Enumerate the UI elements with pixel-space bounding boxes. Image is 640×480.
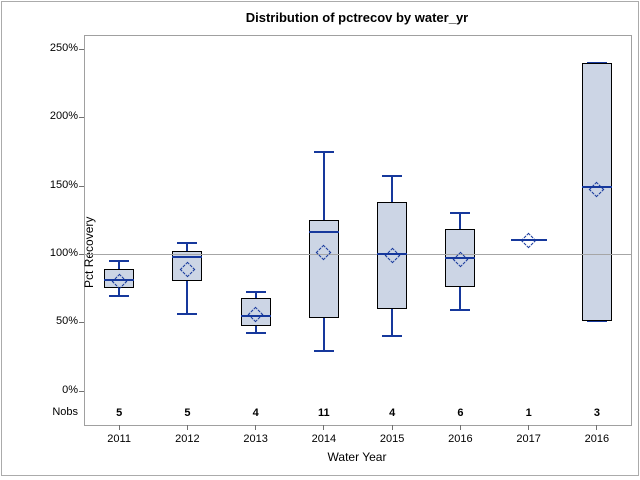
x-category-label: 2016 xyxy=(448,433,473,445)
x-category-label: 2011 xyxy=(107,433,131,445)
x-category-label: 2017 xyxy=(516,433,541,445)
iqr-box-2011 xyxy=(104,269,135,289)
y-tick-label: 50% xyxy=(55,315,78,328)
y-tick-label: 150% xyxy=(49,178,78,191)
max-cap xyxy=(313,150,334,153)
nobs-value: 3 xyxy=(593,407,600,419)
lower-whisker xyxy=(254,326,257,334)
nobs-value: 1 xyxy=(525,407,532,419)
median-line xyxy=(445,257,476,260)
min-cap xyxy=(109,295,130,298)
nobs-value: 5 xyxy=(184,407,191,419)
median-line xyxy=(104,278,135,281)
x-tick-mark xyxy=(596,425,598,430)
plot-area: Pct Recovery 0% 50% 100% 150% 200% 250% 5 2011 5… xyxy=(50,35,632,445)
median-line xyxy=(308,231,339,234)
x-tick-mark xyxy=(255,425,257,430)
lower-whisker xyxy=(391,308,394,337)
upper-whisker xyxy=(186,243,189,252)
median-line xyxy=(377,253,408,256)
lower-whisker xyxy=(186,281,189,315)
lower-whisker xyxy=(322,318,325,352)
min-cap xyxy=(450,309,471,312)
upper-whisker xyxy=(118,260,121,270)
nobs-value: 11 xyxy=(318,407,330,419)
x-category-label: 2015 xyxy=(379,433,405,445)
x-tick-mark xyxy=(186,425,188,430)
chart-title: Distribution of pctrecov by water_yr xyxy=(245,10,469,25)
x-axis-label: Water Year xyxy=(327,450,387,464)
x-category-label: 2013 xyxy=(243,433,268,445)
x-tick-mark xyxy=(391,425,393,430)
y-tick-label: 200% xyxy=(49,110,78,123)
y-tick-mark xyxy=(79,322,84,324)
x-tick-mark xyxy=(118,425,120,430)
x-category-label: 2016 xyxy=(584,433,610,445)
median-line xyxy=(581,186,612,189)
y-tick-mark xyxy=(79,254,84,256)
upper-whisker xyxy=(391,176,394,203)
refline-100 xyxy=(85,254,631,256)
upper-whisker xyxy=(459,213,462,230)
max-cap xyxy=(382,175,403,178)
y-tick-mark xyxy=(79,49,84,50)
nobs-value: 4 xyxy=(252,407,259,419)
lower-whisker xyxy=(459,286,462,311)
min-cap xyxy=(177,313,198,316)
min-cap xyxy=(245,332,266,335)
median-line xyxy=(240,314,271,317)
y-tick-mark xyxy=(79,185,84,187)
min-cap xyxy=(382,335,403,338)
x-category-label: 2012 xyxy=(175,433,200,445)
upper-whisker xyxy=(254,292,257,298)
y-tick-label: 250% xyxy=(49,42,78,54)
max-cap xyxy=(450,212,471,215)
nobs-value: 5 xyxy=(116,407,123,419)
y-tick-mark xyxy=(79,390,84,392)
min-cap xyxy=(313,350,334,353)
lower-whisker xyxy=(118,288,121,297)
max-cap xyxy=(109,259,130,262)
x-tick-mark xyxy=(528,425,530,430)
mean-diamond xyxy=(520,232,537,249)
iqr-box-2013 xyxy=(240,297,271,327)
iqr-box-2015 xyxy=(377,202,408,309)
iqr-box-2016 xyxy=(581,62,612,321)
nobs-row-label: Nobs xyxy=(52,406,78,418)
nobs-value: 6 xyxy=(457,407,464,419)
y-tick-label: 100% xyxy=(49,247,78,260)
x-tick-mark xyxy=(323,425,325,430)
median-line xyxy=(172,255,203,258)
single-obs-line xyxy=(510,239,547,242)
min-cap xyxy=(586,319,607,322)
y-tick-mark xyxy=(79,117,84,119)
x-category-label: 2014 xyxy=(311,433,337,445)
max-cap xyxy=(177,242,198,245)
iqr-box-2014 xyxy=(308,219,339,319)
upper-whisker xyxy=(322,151,325,220)
y-tick-label: 0% xyxy=(62,383,78,396)
max-cap xyxy=(245,291,266,294)
nobs-value: 4 xyxy=(389,407,396,419)
x-tick-mark xyxy=(459,425,461,430)
